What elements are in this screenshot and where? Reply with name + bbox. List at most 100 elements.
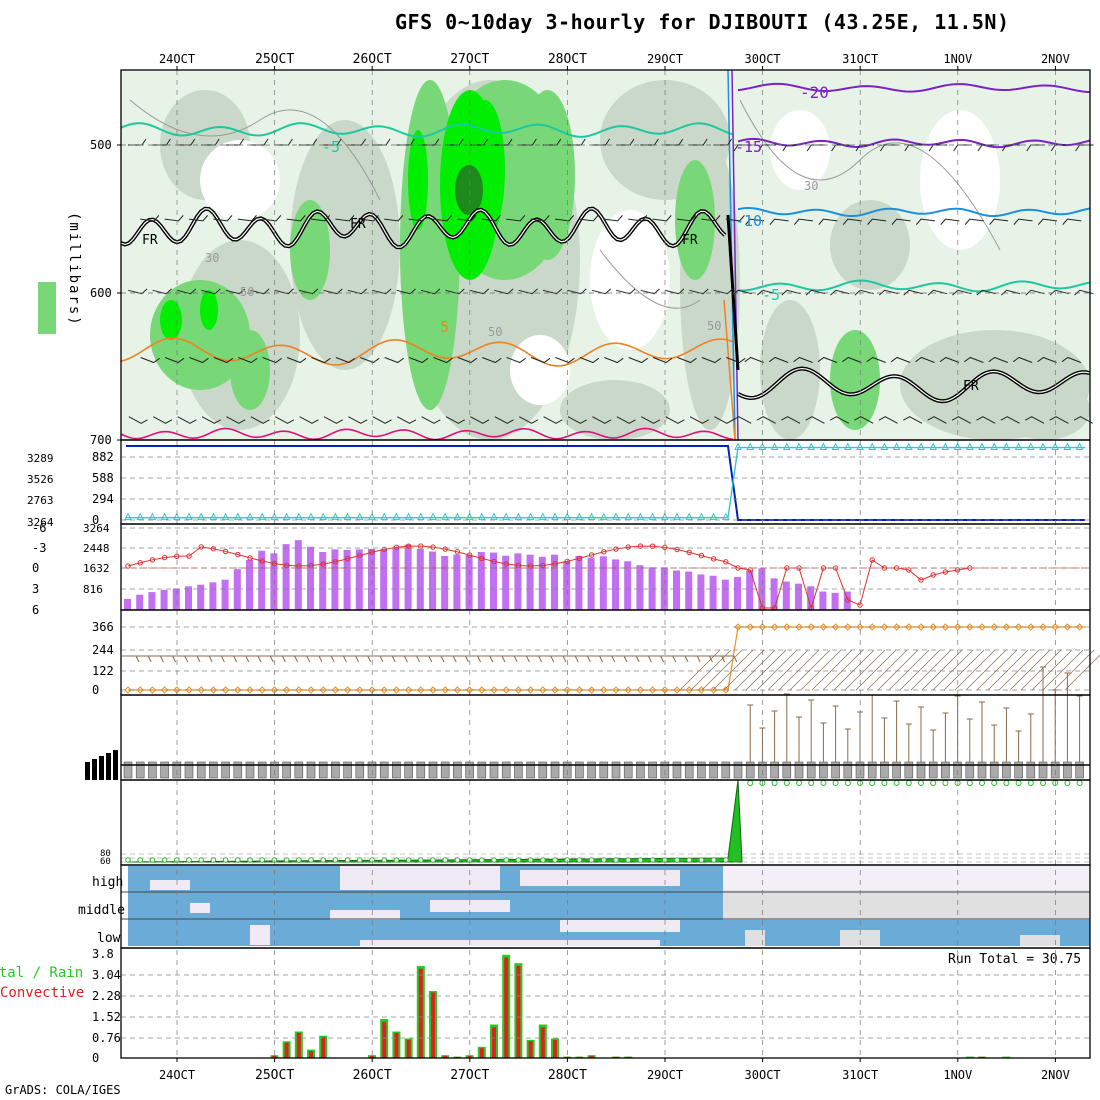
cloud-level-label: high (92, 875, 123, 890)
rh2m-marker (393, 857, 400, 863)
lifted-index-marker (198, 544, 204, 550)
wind10m-marker (1027, 623, 1035, 631)
precip-convective-bar (479, 1048, 484, 1058)
dewpoint-marker (930, 780, 937, 786)
thickness-marker (185, 512, 193, 521)
cape-bar (355, 549, 363, 610)
wind10m-barb-hatch (723, 649, 765, 691)
wind-barb (420, 288, 441, 295)
wind-barb (262, 357, 282, 364)
cape-bar (673, 570, 680, 610)
thickness-marker (599, 512, 608, 521)
wind-barb (359, 215, 379, 222)
cloud-gap (430, 900, 510, 912)
legend-total-rain: Total / Rain (0, 965, 83, 981)
thickness-marker (343, 512, 352, 521)
contour-label: 50 (240, 285, 254, 299)
wind-barb-shaft (628, 215, 648, 222)
x-tick-label-bottom: 29OCT (647, 1068, 683, 1082)
dewpoint-marker (1076, 780, 1083, 786)
wind-barb-shaft (676, 215, 697, 222)
y-tick-label: 1632 (83, 562, 110, 575)
wind10m-barb-hatch (943, 649, 985, 691)
wind10m-marker (124, 686, 132, 694)
cape-bar (502, 555, 510, 610)
temp2m-whisker (881, 717, 888, 762)
wind-barb (384, 215, 404, 222)
lifted-index-marker (674, 546, 680, 553)
cape-bar (368, 548, 375, 610)
rh-shade (830, 330, 880, 430)
wind10m-marker (209, 686, 218, 694)
lifted-index-marker (125, 563, 131, 569)
thickness-marker (1075, 442, 1084, 451)
x-tick-label-top: 27OCT (450, 52, 489, 67)
precip-convective-bar (553, 1039, 557, 1058)
wind-barb-shaft (628, 357, 648, 364)
lifted-index-marker (869, 557, 875, 563)
thickness-marker (380, 512, 389, 521)
rh2m-marker (491, 857, 497, 863)
chart-title: GFS 0~10day 3-hourly for DJIBOUTI (43.25… (395, 10, 1010, 34)
rh-dry-patch (200, 140, 280, 220)
x-tick-label-bottom: 2NOV (1041, 1068, 1070, 1082)
thickness-marker (477, 512, 486, 521)
wind-barb (817, 356, 838, 363)
wind-barb-shaft (854, 416, 874, 424)
wind-barb (140, 215, 160, 222)
y-tick-label: 0 (92, 683, 99, 697)
wind-barb-shaft (518, 138, 537, 146)
wind-barb (988, 356, 1008, 363)
cape-bar (587, 557, 595, 610)
thickness-marker (465, 512, 474, 521)
x-tick-label-bottom: 28OCT (548, 1068, 587, 1083)
wind10m-marker (929, 623, 937, 631)
temp2m-range-bar (416, 761, 426, 779)
wind10m-barb-hatch (778, 649, 820, 691)
cape-bar (160, 589, 168, 610)
wind10m-barb-hatch (1064, 654, 1100, 691)
dewpoint-marker (881, 780, 888, 786)
wind-barb (298, 288, 319, 295)
wind-barb (732, 416, 752, 424)
lifted-index-marker (845, 597, 851, 603)
wind-barb-shaft (940, 218, 960, 225)
wind-barb (964, 218, 984, 225)
cape-bar (575, 555, 583, 610)
cloud-gap (1020, 935, 1060, 946)
wind10m-barb-hatch (734, 649, 776, 691)
wind-barb (360, 357, 380, 364)
rh2m-marker (320, 857, 327, 863)
temp2m-range-bar (392, 761, 401, 779)
rh2m-marker (247, 857, 253, 863)
temp2m-range-bar (306, 761, 316, 779)
wind-barb-shaft (652, 215, 672, 222)
lifted-index-marker (405, 543, 412, 549)
rh2m-marker (698, 857, 705, 863)
temp2m-whisker (796, 716, 802, 762)
y-tick-label: 6 (32, 603, 39, 617)
wind-barb-shaft (128, 416, 148, 424)
rh-shade (408, 130, 428, 230)
wind-barb (506, 215, 526, 222)
x-tick-label-top: 26OCT (353, 52, 392, 67)
x-tick-label-bottom: 26OCT (353, 1068, 392, 1083)
wind-barb (164, 215, 184, 222)
wind-barb-shaft (1049, 416, 1069, 424)
wind-barb (1013, 218, 1033, 225)
rh2m-marker (283, 857, 290, 863)
wind-barb (152, 288, 172, 295)
wind-barb (432, 215, 453, 222)
wind-barb-shaft (494, 288, 514, 295)
wind-barb (1025, 416, 1045, 424)
y-tick-label: 122 (92, 664, 114, 678)
cloud-gap (840, 930, 880, 946)
wind10m-marker (441, 686, 449, 694)
temp2m-whisker (869, 694, 876, 762)
temp2m-whisker (991, 724, 998, 762)
temp2m-range-bar (636, 761, 645, 779)
thickness-marker (795, 442, 803, 451)
wind-barb-shaft (793, 356, 813, 363)
cloud-gap (560, 920, 680, 932)
wind-barb (311, 357, 331, 364)
